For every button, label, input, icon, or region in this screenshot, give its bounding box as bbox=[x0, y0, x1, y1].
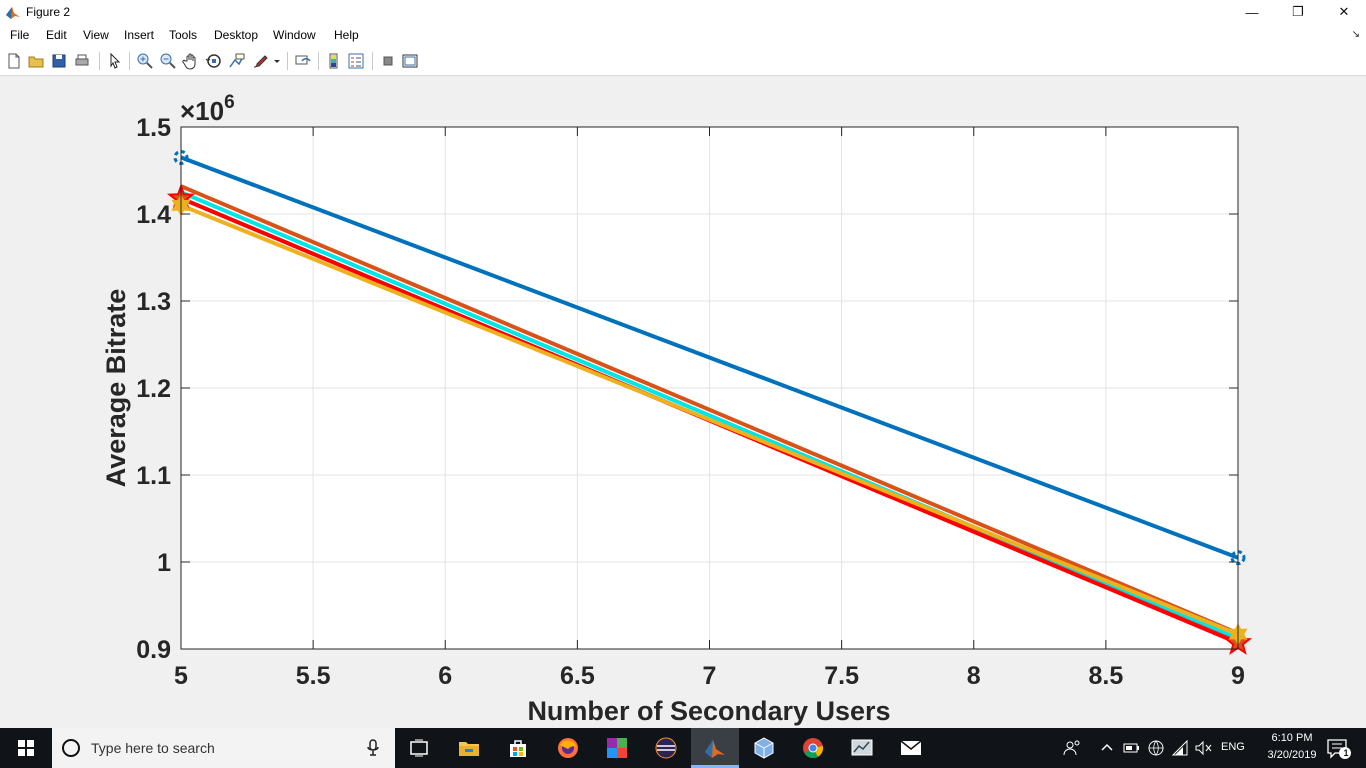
new-figure-icon[interactable] bbox=[5, 52, 23, 70]
x-tick-label: 7.5 bbox=[824, 662, 859, 690]
hide-plot-tools-icon[interactable] bbox=[379, 52, 397, 70]
menu-tools[interactable]: Tools bbox=[169, 28, 198, 42]
notification-count-badge: 1 bbox=[1343, 748, 1349, 758]
data-cursor-icon[interactable] bbox=[228, 52, 246, 70]
winrar-icon[interactable] bbox=[605, 736, 629, 760]
windows-taskbar: Type here to search ENG 6:10 PM 3/20/201… bbox=[0, 728, 1366, 768]
minimize-icon: — bbox=[1245, 4, 1259, 20]
battery-icon[interactable] bbox=[1123, 740, 1141, 756]
restore-icon: ❐ bbox=[1292, 4, 1304, 19]
series-2-line[interactable] bbox=[180, 184, 1239, 636]
microphone-icon[interactable] bbox=[366, 739, 380, 757]
save-figure-icon[interactable] bbox=[50, 52, 68, 70]
y-axis-label: Average Bitrate bbox=[101, 289, 131, 488]
figure-toolbar bbox=[0, 47, 1366, 76]
x-tick-label: 7 bbox=[703, 662, 717, 690]
y-tick-label: 1.5 bbox=[136, 114, 171, 142]
volume-muted-icon[interactable] bbox=[1194, 739, 1214, 757]
clock-date[interactable]: 3/20/2019 bbox=[1267, 749, 1317, 761]
toolbar-separator bbox=[372, 52, 373, 70]
chrome-icon[interactable] bbox=[801, 736, 825, 760]
clock-time[interactable]: 6:10 PM bbox=[1271, 732, 1313, 744]
eclipse-icon[interactable] bbox=[654, 736, 678, 760]
y-axis-exponent: ×106 bbox=[180, 92, 235, 126]
y-axis-exponent-power: 6 bbox=[224, 92, 235, 113]
x-tick-label: 8 bbox=[967, 662, 981, 690]
open-file-icon[interactable] bbox=[27, 52, 45, 70]
network-diagram-app-icon[interactable] bbox=[850, 736, 874, 760]
close-icon: ✕ bbox=[1338, 4, 1350, 19]
toolbar-separator bbox=[129, 52, 130, 70]
x-tick-label: 6 bbox=[438, 662, 452, 690]
menu-insert[interactable]: Insert bbox=[124, 28, 155, 42]
chevron-down-icon[interactable] bbox=[272, 52, 282, 70]
mail-icon[interactable] bbox=[899, 736, 923, 760]
microsoft-store-icon[interactable] bbox=[506, 736, 530, 760]
edit-plot-icon[interactable] bbox=[106, 52, 124, 70]
series-6-line[interactable] bbox=[180, 203, 1239, 637]
window-titlebar: Figure 2 — ❐ ✕ bbox=[0, 0, 1366, 24]
zoom-in-icon[interactable] bbox=[136, 52, 154, 70]
active-app-indicator bbox=[691, 765, 739, 768]
search-placeholder: Type here to search bbox=[91, 740, 215, 756]
matlab-icon bbox=[6, 7, 20, 19]
language-indicator[interactable]: ENG bbox=[1221, 741, 1245, 753]
window-title: Figure 2 bbox=[26, 5, 71, 19]
x-axis-label: Number of Secondary Users bbox=[527, 696, 890, 726]
dock-figure-icon[interactable]: ↘ bbox=[1351, 29, 1360, 40]
x-tick-labels: 5 5.5 6 6.5 7 7.5 8 8.5 9 bbox=[174, 662, 1245, 690]
link-plot-icon[interactable] bbox=[294, 52, 312, 70]
restore-button[interactable]: ❐ bbox=[1275, 0, 1321, 24]
y-tick-label: 1.1 bbox=[136, 462, 171, 490]
x-tick-label: 9 bbox=[1231, 662, 1245, 690]
file-explorer-icon[interactable] bbox=[457, 736, 481, 760]
show-plot-tools-icon[interactable] bbox=[401, 52, 419, 70]
y-tick-label: 1.2 bbox=[136, 375, 171, 403]
brush-icon[interactable] bbox=[251, 52, 269, 70]
task-view-icon[interactable] bbox=[407, 736, 431, 760]
toolbar-separator bbox=[99, 52, 100, 70]
zoom-out-icon[interactable] bbox=[159, 52, 177, 70]
series-1-line[interactable] bbox=[180, 155, 1239, 560]
network-icon[interactable] bbox=[1147, 739, 1167, 757]
menu-window[interactable]: Window bbox=[273, 28, 316, 42]
y-tick-label: 1.4 bbox=[136, 201, 171, 229]
people-icon[interactable] bbox=[1062, 738, 1082, 758]
action-center-icon[interactable] bbox=[1326, 738, 1352, 760]
x-tick-label: 5.5 bbox=[296, 662, 331, 690]
menu-bar: File Edit View Insert Tools Desktop Wind… bbox=[0, 24, 1366, 47]
minimize-button[interactable]: — bbox=[1229, 0, 1275, 24]
menu-edit[interactable]: Edit bbox=[46, 28, 67, 42]
taskbar-search-box[interactable]: Type here to search bbox=[52, 728, 395, 768]
matlab-taskbar-icon[interactable] bbox=[703, 736, 727, 760]
cortana-icon bbox=[62, 739, 80, 757]
firefox-icon[interactable] bbox=[556, 736, 580, 760]
menu-desktop[interactable]: Desktop bbox=[214, 28, 259, 42]
y-tick-labels: 0.9 1 1.1 1.2 1.3 1.4 1.5 bbox=[136, 114, 171, 664]
insert-legend-icon[interactable] bbox=[347, 52, 365, 70]
menu-help[interactable]: Help bbox=[334, 28, 359, 42]
toolbar-separator bbox=[287, 52, 288, 70]
x-tick-label: 8.5 bbox=[1088, 662, 1123, 690]
menu-file[interactable]: File bbox=[10, 28, 30, 42]
insert-colorbar-icon[interactable] bbox=[325, 52, 343, 70]
y-tick-label: 0.9 bbox=[136, 636, 171, 664]
wifi-icon[interactable] bbox=[1171, 739, 1191, 757]
line-chart[interactable]: 5 5.5 6 6.5 7 7.5 8 8.5 9 0.9 1 1.1 1.2 1.3 1.4 1.5 ×1… bbox=[0, 76, 1366, 728]
close-button[interactable]: ✕ bbox=[1321, 0, 1366, 24]
windows-start-icon[interactable] bbox=[0, 728, 52, 768]
menu-view[interactable]: View bbox=[83, 28, 109, 42]
toolbar-separator bbox=[318, 52, 319, 70]
series-lines bbox=[180, 155, 1239, 645]
pan-icon[interactable] bbox=[182, 52, 200, 70]
rotate-3d-icon[interactable] bbox=[205, 52, 223, 70]
tick-marks bbox=[180, 126, 1239, 650]
virtualbox-icon[interactable] bbox=[752, 736, 776, 760]
y-tick-label: 1 bbox=[157, 549, 171, 577]
y-tick-label: 1.3 bbox=[136, 288, 171, 316]
x-tick-label: 5 bbox=[174, 662, 188, 690]
print-figure-icon[interactable] bbox=[73, 52, 91, 70]
chevron-up-icon[interactable] bbox=[1100, 741, 1114, 755]
x-tick-label: 6.5 bbox=[560, 662, 595, 690]
